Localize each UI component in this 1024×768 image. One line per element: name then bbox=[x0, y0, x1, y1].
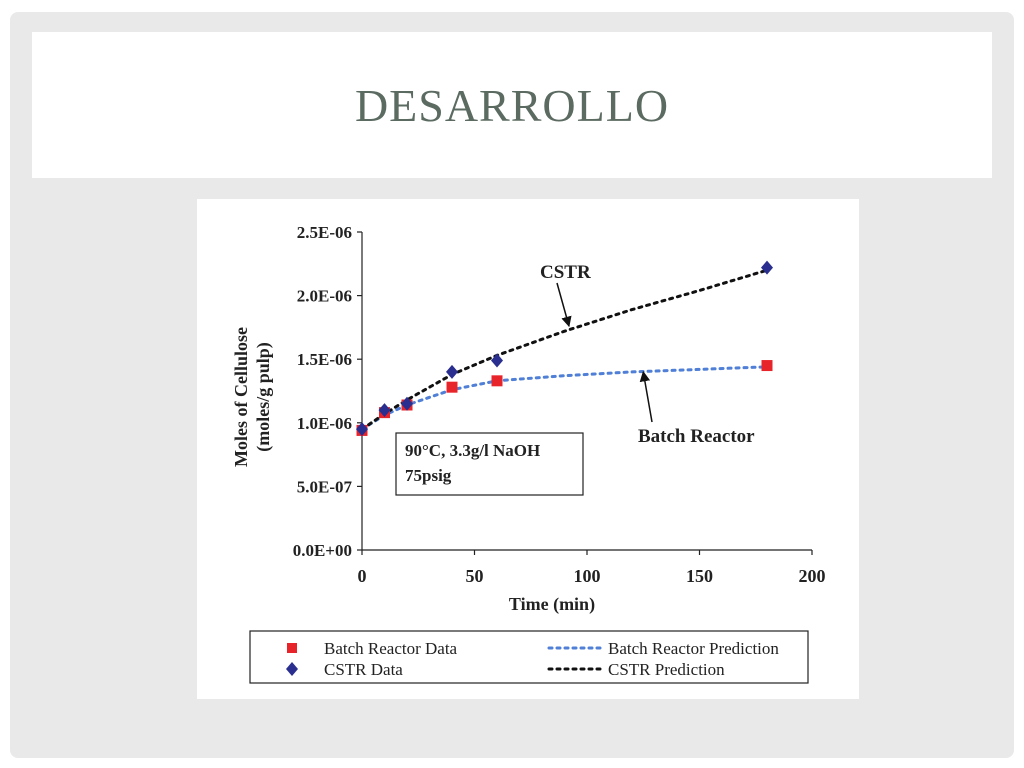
legend-label-batch-reactor-data: Batch Reactor Data bbox=[324, 639, 458, 658]
cstr-prediction-line bbox=[360, 268, 769, 431]
annotation-arrow bbox=[639, 370, 653, 423]
annotation-arrow bbox=[556, 282, 572, 328]
legend-swatch-batch-reactor-data bbox=[287, 643, 297, 653]
x-tick-label: 100 bbox=[574, 566, 601, 586]
y-tick-label: 2.0E-06 bbox=[297, 287, 352, 306]
y-axis-label-line: Moles of Cellulose bbox=[231, 327, 251, 467]
y-tick-label: 5.0E-07 bbox=[297, 477, 353, 496]
cellulose-chart: 0.0E+00 5.0E-07 1.0E-06 1.5E-06 2.0E-06 2.5E-… bbox=[231, 223, 826, 684]
annotation-label-batch-reactor: Batch Reactor bbox=[638, 426, 755, 447]
cstr-data-point bbox=[401, 396, 413, 411]
y-tick-label: 2.5E-06 bbox=[297, 223, 352, 242]
cstr-data-point bbox=[446, 364, 458, 379]
x-tick-label: 200 bbox=[799, 566, 826, 586]
y-tick-label: 0.0E+00 bbox=[293, 541, 352, 560]
annotation-label-cstr: CSTR bbox=[540, 262, 591, 283]
y-axis-label-line: (moles/g pulp) bbox=[253, 342, 274, 452]
cstr-data-point bbox=[491, 353, 503, 368]
batch-reactor-data-point bbox=[761, 360, 773, 372]
conditions-text: 75psig bbox=[405, 466, 452, 485]
y-axis-label: Moles of Cellulose (moles/g pulp) bbox=[231, 327, 274, 467]
cstr-data-point bbox=[378, 403, 391, 418]
cstr-data-point bbox=[356, 422, 368, 437]
x-tick-label: 0 bbox=[358, 566, 367, 586]
y-tick-label: 1.5E-06 bbox=[297, 350, 352, 369]
chart-legend: Batch Reactor Data CSTR Data Batch Reactor… bbox=[249, 630, 809, 684]
batch-reactor-prediction-line bbox=[360, 365, 769, 431]
chart-figure: 0.0E+00 5.0E-07 1.0E-06 1.5E-06 2.0E-06 2.5E-… bbox=[197, 199, 859, 699]
x-tick-label: 50 bbox=[466, 566, 484, 586]
conditions-text: 90°C, 3.3g/l NaOH bbox=[405, 441, 540, 460]
slide-title: DESARROLLO bbox=[354, 79, 670, 131]
batch-reactor-data-point bbox=[491, 375, 503, 387]
legend-box bbox=[249, 630, 809, 684]
legend-label-cstr-data: CSTR Data bbox=[324, 660, 403, 679]
cstr-data-point bbox=[761, 260, 773, 275]
y-tick-label: 1.0E-06 bbox=[297, 414, 352, 433]
legend-label-cstr-prediction: CSTR Prediction bbox=[608, 660, 725, 679]
x-axis-label: Time (min) bbox=[509, 594, 595, 615]
x-tick-label: 150 bbox=[686, 566, 713, 586]
batch-reactor-data-point bbox=[446, 381, 458, 393]
conditions-box-border bbox=[395, 432, 584, 496]
conditions-box: 90°C, 3.3g/l NaOH 75psig bbox=[395, 432, 584, 496]
legend-swatch-cstr-data bbox=[286, 662, 298, 676]
title-box: DESARROLLO bbox=[32, 32, 992, 178]
legend-label-batch-reactor-prediction: Batch Reactor Prediction bbox=[608, 639, 779, 658]
